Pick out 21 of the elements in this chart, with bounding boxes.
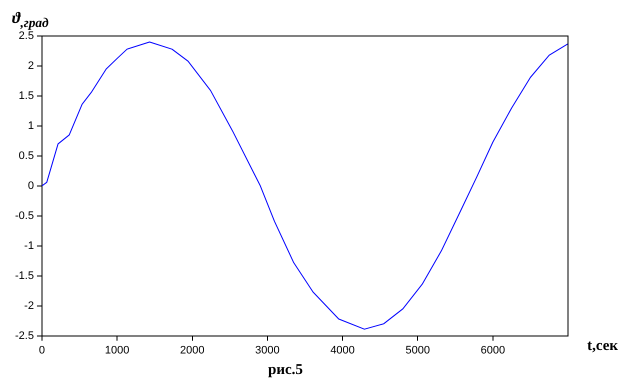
y-tick-label: 2	[28, 60, 34, 72]
x-tick-label: 5000	[405, 344, 430, 356]
y-tick-label: -0.5	[14, 210, 34, 222]
x-tick-label: 3000	[255, 344, 280, 356]
y-tick-label: 2.5	[18, 30, 34, 42]
text: рис.5	[268, 362, 303, 379]
y-tick-label: -2.5	[14, 330, 34, 342]
y-tick-label: -2	[24, 300, 34, 312]
x-axis-title: t,сек	[587, 338, 618, 355]
y-tick-label: -1	[24, 240, 34, 252]
y-tick-label: -1.5	[14, 270, 34, 282]
x-tick-label: 4000	[330, 344, 355, 356]
x-tick-label: 1000	[104, 344, 130, 356]
x-tick-label: 6000	[480, 344, 506, 356]
y-tick-label: 1	[28, 120, 34, 132]
y-tick-label: 0.5	[18, 150, 34, 162]
y-axis-title: ϑ$_{,град}$	[12, 10, 49, 31]
y-tick-label: 1.5	[18, 90, 34, 102]
y-tick-label: 0	[28, 180, 34, 192]
x-tick-label: 2000	[180, 344, 204, 356]
x-tick-label: 0	[38, 344, 46, 356]
